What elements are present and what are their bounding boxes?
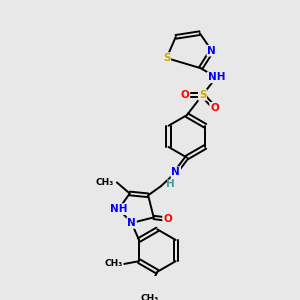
Text: NH: NH — [110, 204, 128, 214]
Text: CH₃: CH₃ — [96, 178, 114, 187]
Text: CH₃: CH₃ — [141, 294, 159, 300]
Text: S: S — [163, 53, 170, 63]
Text: NH: NH — [208, 72, 225, 82]
Text: S: S — [199, 90, 206, 100]
Text: O: O — [163, 214, 172, 224]
Text: H: H — [166, 179, 174, 189]
Text: O: O — [181, 90, 189, 100]
Text: O: O — [210, 103, 219, 113]
Text: N: N — [207, 46, 216, 56]
Text: CH₃: CH₃ — [104, 260, 122, 268]
Text: N: N — [127, 218, 136, 228]
Text: N: N — [171, 167, 180, 177]
